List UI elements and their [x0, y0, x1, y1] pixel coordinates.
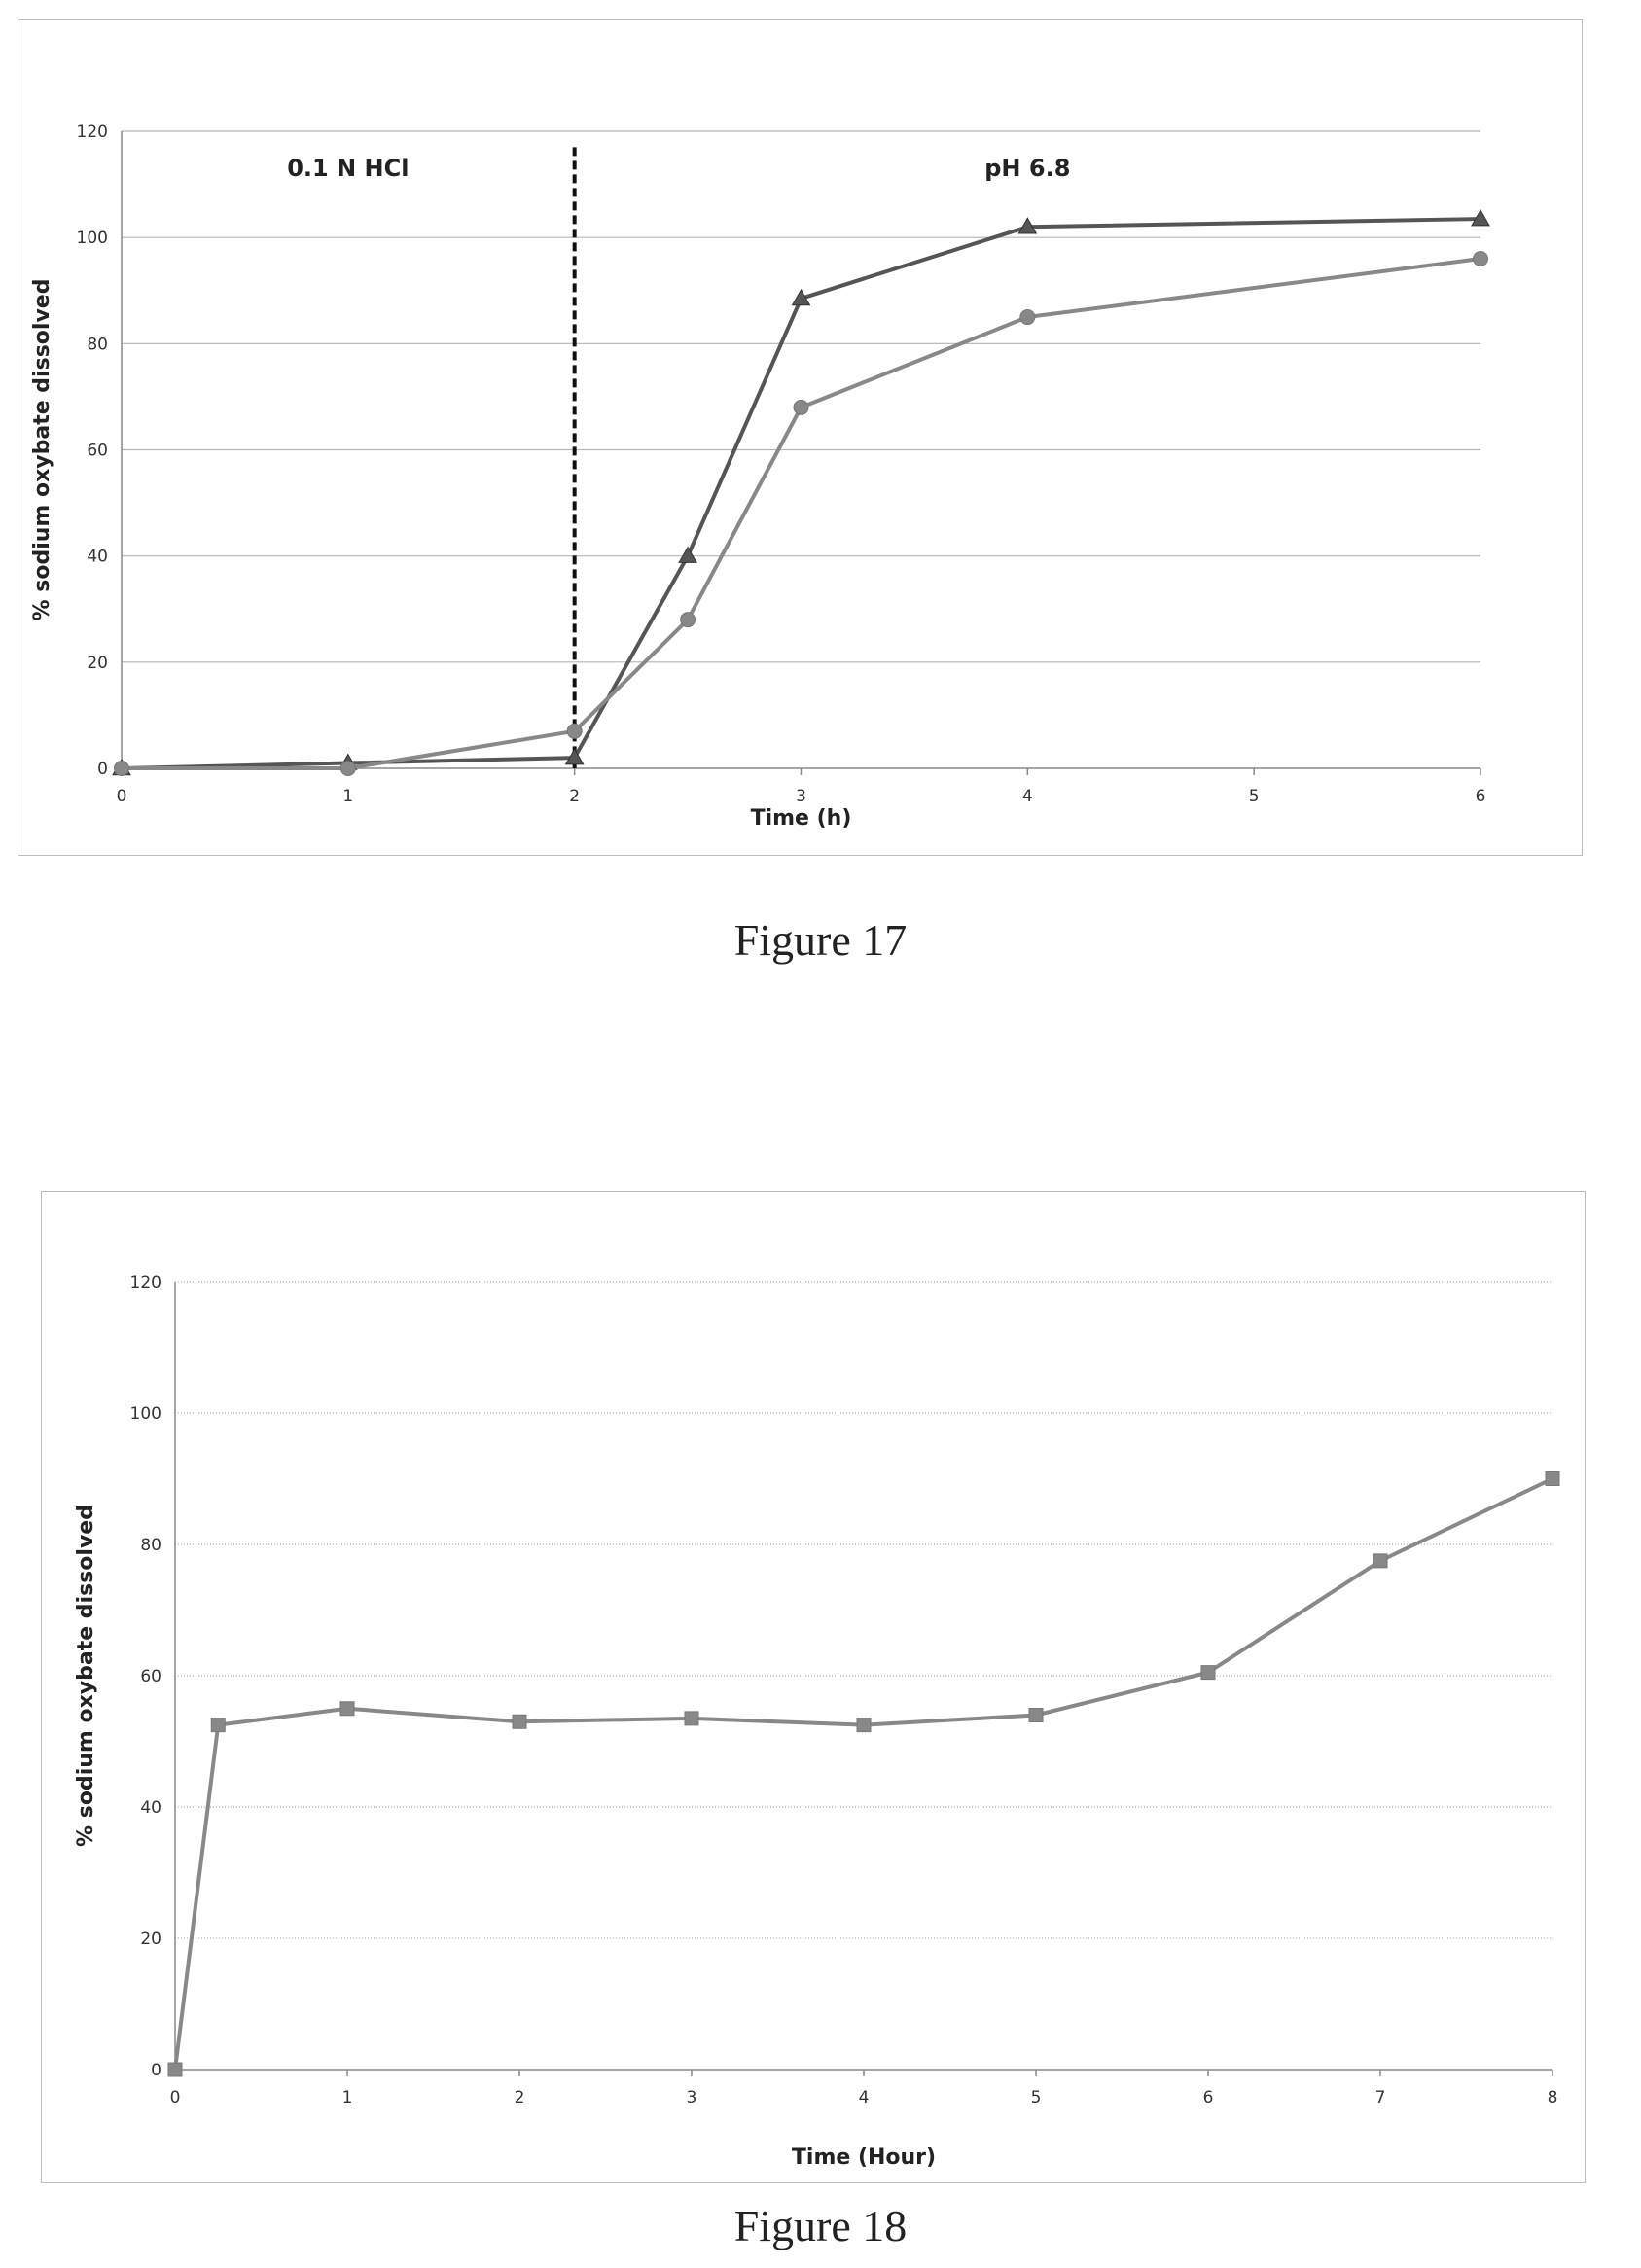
series-2-point: [793, 399, 809, 415]
figure-17-chart: 0 20 40 60 80 100 120 0 1 2 3 4 5 6 Time (h) % sodium o…: [30, 123, 1490, 831]
series-2-point: [1473, 251, 1488, 266]
x-axis-title: Time (Hour): [792, 2145, 936, 2170]
x-tick-label: 0: [117, 787, 127, 806]
y-tick-label: 60: [140, 1667, 161, 1686]
y-tick-label: 0: [97, 760, 108, 779]
x-tick-label: 1: [342, 787, 353, 806]
x-tick-label: 3: [796, 787, 806, 806]
series-2-point: [680, 612, 696, 628]
series-1-point: [1028, 1708, 1044, 1722]
series-1-line: [173, 1476, 1553, 2071]
series-2-point: [566, 723, 583, 739]
series-1-point: [210, 1718, 226, 1733]
series-2-point: [339, 761, 356, 776]
x-tick-label: 6: [1203, 2088, 1214, 2108]
series-1-point: [512, 1714, 527, 1729]
series-1-point: [1545, 1471, 1560, 1486]
x-tick-label: 5: [1249, 787, 1260, 806]
y-axis-title: % sodium oxybate dissolved: [74, 1505, 98, 1847]
y-tick-label: 0: [151, 2061, 161, 2080]
figure-18-chart: 0 20 40 60 80 100 120 0 1 2 3 4 5 6 7 8 Time (Hour) % sod…: [74, 1273, 1560, 2170]
series-2-point: [1019, 309, 1036, 326]
series-1-point: [1017, 217, 1038, 234]
y-tick-label: 80: [87, 335, 108, 354]
series-1-point: [339, 1701, 355, 1717]
figure-17-chart-frame: [18, 19, 1583, 856]
x-tick-label: 7: [1375, 2088, 1386, 2108]
y-axis-title: % sodium oxybate dissolved: [30, 279, 54, 621]
y-tick-label: 40: [140, 1798, 161, 1818]
figure-18-chart-frame: [41, 1191, 1586, 2183]
figure-17-caption: Figure 17: [733, 915, 908, 965]
figure-18-caption: Figure 18: [733, 2201, 908, 2250]
x-tick-label: 6: [1476, 787, 1486, 806]
series-1-point: [684, 1711, 699, 1726]
series-1-point: [564, 748, 585, 765]
x-tick-label: 8: [1548, 2088, 1558, 2108]
series-1-point: [1373, 1553, 1388, 1569]
x-tick-label: 5: [1031, 2088, 1042, 2108]
series-1-point: [791, 288, 811, 306]
series-1-point: [167, 2062, 183, 2077]
y-tick-label: 20: [87, 654, 108, 673]
series-1-point: [856, 1718, 872, 1733]
x-tick-label: 4: [1022, 787, 1033, 806]
series-1-point: [1471, 209, 1490, 227]
y-tick-label: 120: [130, 1273, 161, 1293]
x-tick-label: 0: [170, 2088, 181, 2108]
region-annotation: pH 6.8: [984, 155, 1070, 182]
series-2-point: [114, 761, 129, 776]
x-tick-label: 3: [687, 2088, 697, 2108]
y-tick-label: 80: [140, 1536, 161, 1555]
series-1-point: [678, 546, 697, 563]
x-tick-label: 2: [569, 787, 580, 806]
x-tick-label: 4: [859, 2088, 870, 2108]
x-axis-title: Time (h): [751, 806, 852, 831]
y-tick-label: 40: [87, 548, 108, 567]
y-tick-label: 60: [87, 442, 108, 461]
x-tick-label: 2: [515, 2088, 525, 2108]
series-1-point: [1200, 1665, 1216, 1681]
y-tick-label: 20: [140, 1930, 161, 1949]
y-tick-label: 100: [77, 229, 108, 248]
region-annotation: 0.1 N HCl: [287, 155, 409, 182]
y-tick-label: 100: [130, 1404, 161, 1424]
x-tick-label: 1: [342, 2088, 353, 2108]
y-tick-label: 120: [77, 123, 108, 142]
